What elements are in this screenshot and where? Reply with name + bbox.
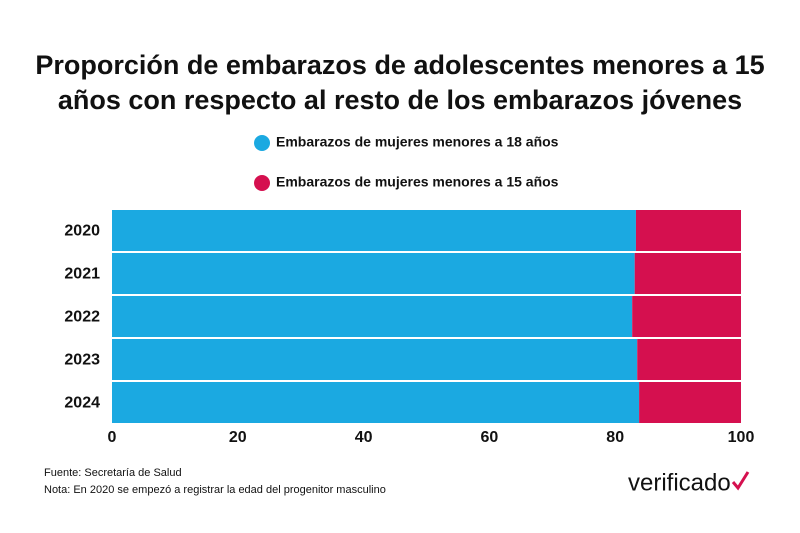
y-tick-label: 2024 [64, 395, 100, 412]
bar-segment [112, 339, 638, 380]
logo-check [731, 471, 750, 491]
bar-segment [634, 253, 741, 294]
legend-label: Embarazos de mujeres menores a 18 años [276, 134, 559, 150]
chart-title: Proporción de embarazos de adolescentes … [35, 50, 765, 115]
bar-segment [632, 296, 741, 337]
legend-marker [254, 135, 270, 151]
x-tick-label: 80 [606, 429, 624, 446]
source: Fuente: Secretaría de Salud [44, 467, 182, 479]
note: Nota: En 2020 se empezó a registrar la e… [44, 484, 386, 496]
x-tick-label: 20 [229, 429, 247, 446]
x-tick-label: 100 [728, 429, 755, 446]
y-tick-label: 2021 [64, 266, 100, 283]
legend-marker [254, 175, 270, 191]
logo: verificado [628, 469, 731, 496]
x-tick-label: 40 [355, 429, 373, 446]
x-tick-label: 0 [108, 429, 117, 446]
y-tick-label: 2023 [64, 352, 100, 369]
x-tick-label: 60 [481, 429, 499, 446]
bar-segment [112, 253, 635, 294]
bar-segment [639, 382, 741, 423]
bar-segment [635, 210, 741, 251]
legend-label: Embarazos de mujeres menores a 15 años [276, 174, 559, 190]
bar-segment [112, 296, 633, 337]
bar-segment [112, 382, 640, 423]
bar-segment [112, 210, 636, 251]
y-tick-label: 2020 [64, 223, 100, 240]
y-tick-label: 2022 [64, 309, 100, 326]
bar-segment [637, 339, 741, 380]
